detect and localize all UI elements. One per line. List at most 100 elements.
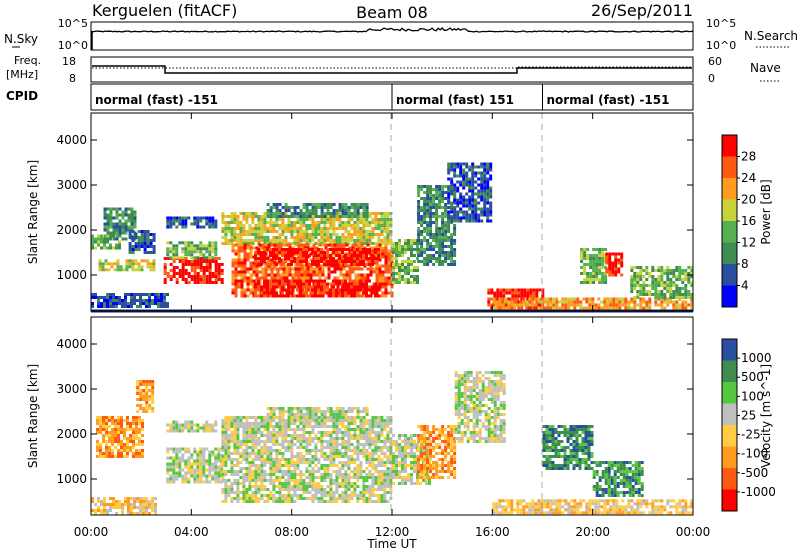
velocity-ytick-label-3: 4000	[56, 337, 87, 351]
freq-left-tick-bottom: 8	[69, 72, 76, 85]
freq-right-tick-top: 60	[708, 55, 722, 68]
velocity-region-0	[96, 416, 144, 458]
power-region-18	[580, 248, 608, 284]
power-region-2	[128, 230, 156, 254]
time-tick-label-5: 20:00	[575, 525, 610, 539]
freq-left-tick-top: 18	[62, 55, 76, 68]
power-colorbar-swatch-1	[722, 264, 737, 286]
cpid-label: CPID	[6, 89, 38, 103]
velocity-colorbar: -1000 -500 -100 -25 25 100 500 1000	[721, 338, 776, 512]
velocity-colorbar-frame	[721, 338, 738, 512]
power-region-19	[605, 252, 624, 277]
sky-right-tick-top: 10^5	[706, 17, 736, 30]
velocity-colorbar-swatch-2	[722, 446, 737, 468]
cpid-segments: normal (fast) -151 normal (fast) 151 norma…	[95, 84, 669, 110]
power-axes: 1000 2000 3000 4000	[56, 113, 694, 311]
nave-trace	[92, 66, 692, 69]
velocity-colorbar-swatch-1	[722, 468, 737, 490]
power-region-15	[447, 162, 493, 223]
power-colorbar-swatch-7	[722, 135, 737, 157]
time-axis-ticks: 00:00 04:00 08:00 12:00 16:00 20:00 00:00	[74, 525, 711, 539]
power-colorbar-swatch-6	[722, 156, 737, 178]
power-region-5	[166, 216, 218, 229]
power-colorbar-swatch-3	[722, 221, 737, 243]
station-title: Kerguelen (fitACF)	[92, 1, 237, 20]
time-tick-label-1: 04:00	[174, 525, 209, 539]
power-ylabel: Slant Range [km]	[26, 160, 40, 264]
power-panel: 1000 2000 3000 4000 Slant Range [km] 4 8 12 16…	[26, 112, 773, 313]
velocity-colorbar-label-4: 25	[741, 408, 756, 422]
velocity-ylabel: Slant Range [km]	[26, 364, 40, 468]
frequency-trace	[92, 65, 692, 74]
time-tick-label-6: 00:00	[676, 525, 711, 539]
power-ytick-label-2: 3000	[56, 178, 87, 192]
power-ytick-label-0: 1000	[56, 268, 87, 282]
velocity-colorbar-label-6: 500	[741, 370, 764, 384]
velocity-colorbar-label-7: 1000	[741, 351, 772, 365]
power-colorbar-label-4: 20	[741, 193, 756, 207]
freq-left-label-1: Freq.	[14, 54, 41, 67]
velocity-region-6	[266, 407, 369, 422]
freq-panel: Freq. [MHz] 18 8 60 0 Nave	[6, 54, 781, 85]
power-colorbar-label-2: 12	[741, 236, 756, 250]
velocity-region-9	[454, 371, 506, 443]
velocity-region-11	[542, 425, 594, 470]
velocity-panel: 1000 2000 3000 4000 Slant Range [km] -1000 -…	[26, 316, 776, 516]
time-axis-label: Time UT	[366, 537, 417, 551]
power-region-4	[91, 293, 169, 308]
power-region-7	[166, 241, 218, 260]
velocity-ytick-label-0: 1000	[56, 472, 87, 486]
power-region-8	[221, 212, 393, 245]
power-colorbar-swatch-5	[722, 178, 737, 200]
date-title: 26/Sep/2011	[591, 1, 693, 20]
sky-left-label: N.Sky	[4, 32, 38, 46]
power-colorbar-label-6: 28	[741, 150, 756, 164]
sky-panel-frame	[90, 21, 694, 51]
velocity-colorbar-label-0: -1000	[741, 485, 776, 499]
power-region-3	[98, 259, 156, 272]
power-region-17	[492, 297, 693, 310]
power-region-13	[392, 239, 419, 284]
velocity-region-12	[592, 461, 644, 497]
power-region-12	[266, 203, 369, 218]
power-colorbar-label-0: 4	[741, 279, 749, 293]
power-data-layer	[91, 162, 693, 310]
power-region-11	[254, 279, 380, 298]
freq-left-label-2: [MHz]	[6, 68, 38, 81]
cpid-segment-1: normal (fast) 151	[396, 93, 514, 107]
power-region-10	[254, 248, 380, 266]
velocity-colorbar-swatch-4	[722, 403, 737, 425]
cpid-panel: CPID normal (fast) -151 normal (fast) 151…	[6, 83, 694, 111]
velocity-ytick-label-1: 2000	[56, 427, 87, 441]
velocity-region-8	[417, 425, 457, 479]
time-tick-label-3: 12:00	[375, 525, 410, 539]
power-colorbar-label: Power [dB]	[759, 179, 773, 244]
cpid-segment-0: normal (fast) -151	[95, 93, 218, 107]
sky-left-tick-bottom: 10^0	[58, 39, 88, 52]
sky-panel: N.Sky 10^5 10^0 10^5 10^0 N.Search	[4, 17, 798, 52]
velocity-colorbar-swatch-5	[722, 382, 737, 404]
power-region-20	[630, 266, 693, 299]
velocity-colorbar-label: Velocity [m s^-1]	[759, 364, 773, 468]
time-tick-label-2: 08:00	[274, 525, 309, 539]
power-region-6	[163, 257, 224, 284]
power-colorbar-swatch-0	[722, 285, 737, 307]
velocity-axes: 1000 2000 3000 4000	[56, 317, 694, 515]
beam-title: Beam 08	[356, 3, 428, 22]
power-colorbar-swatch-2	[722, 242, 737, 264]
time-tick-label-0: 00:00	[74, 525, 109, 539]
velocity-colorbar-label-5: 100	[741, 389, 764, 403]
velocity-region-2	[91, 497, 157, 515]
velocity-data-layer	[91, 371, 693, 515]
sky-right-tick-bottom: 10^0	[706, 39, 736, 52]
freq-panel-frame	[90, 56, 694, 83]
power-colorbar-label-5: 24	[741, 171, 756, 185]
cpid-segment-2: normal (fast) -151	[547, 93, 670, 107]
velocity-colorbar-label-3: -25	[741, 428, 761, 442]
velocity-ytick-label-2: 3000	[56, 382, 87, 396]
time-tick-label-4: 16:00	[475, 525, 510, 539]
power-colorbar-label-3: 16	[741, 214, 756, 228]
velocity-region-1	[136, 380, 155, 413]
freq-right-label: Nave	[750, 61, 781, 75]
power-ytick-label-3: 4000	[56, 133, 87, 147]
